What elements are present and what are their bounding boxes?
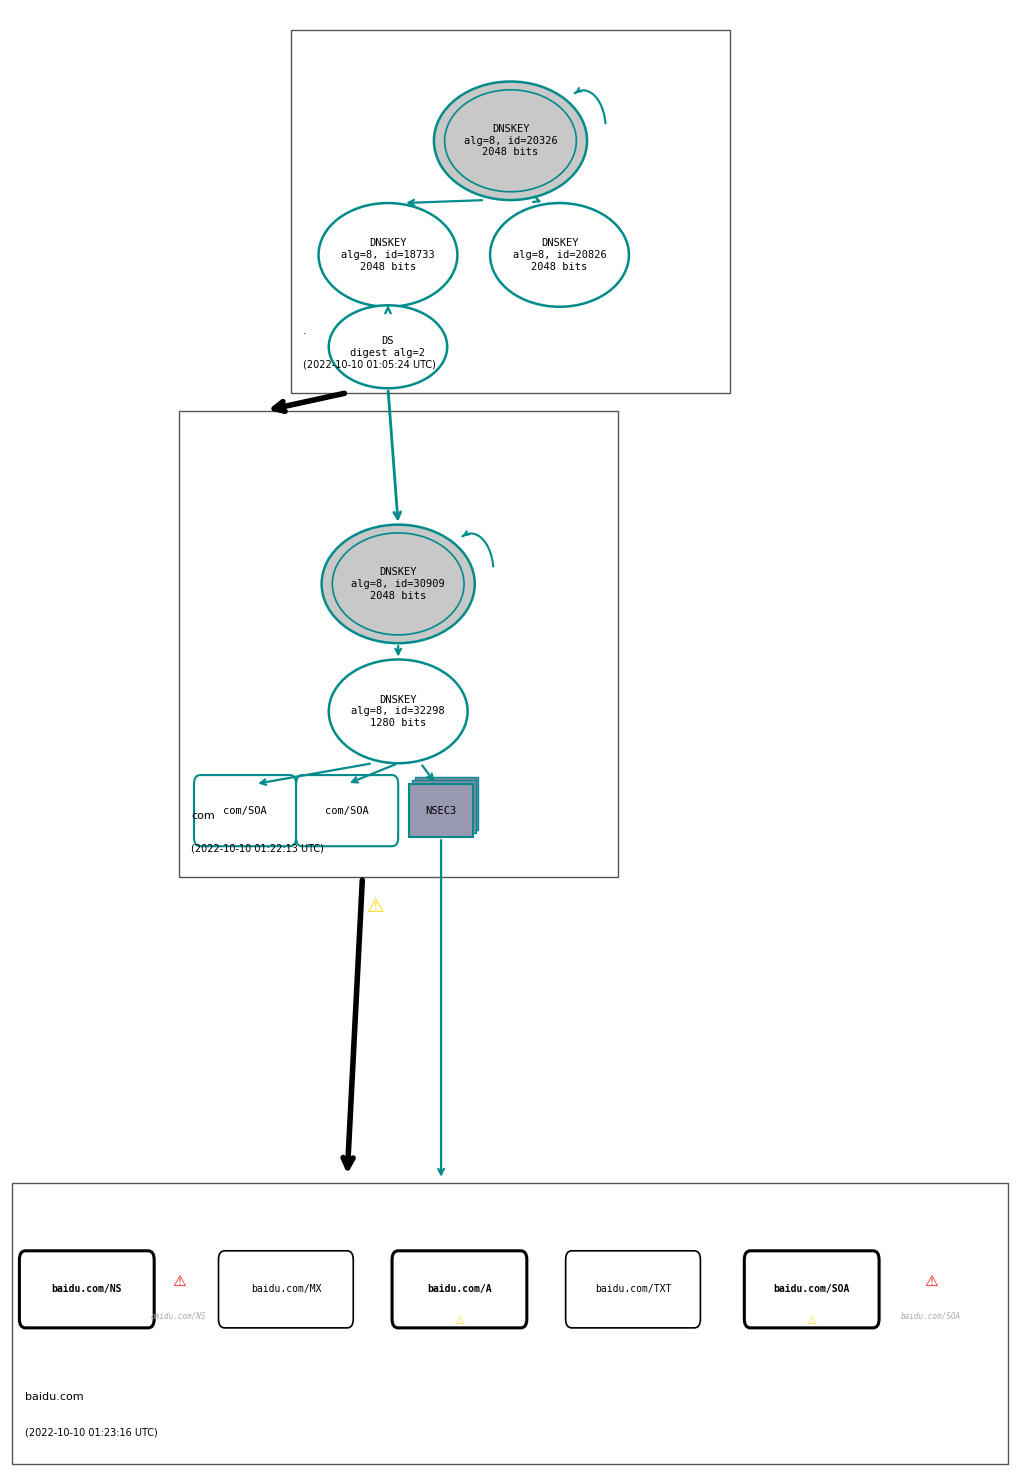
Text: baidu.com/MX: baidu.com/MX <box>250 1285 322 1294</box>
Text: ⚠: ⚠ <box>454 1316 465 1326</box>
Text: baidu.com/NS: baidu.com/NS <box>51 1285 123 1294</box>
FancyBboxPatch shape <box>296 775 398 846</box>
FancyBboxPatch shape <box>218 1251 353 1328</box>
Ellipse shape <box>329 305 447 388</box>
FancyBboxPatch shape <box>179 411 618 877</box>
Text: ⚠: ⚠ <box>924 1275 938 1289</box>
Text: com/SOA: com/SOA <box>326 806 369 815</box>
Text: (2022-10-10 01:23:16 UTC): (2022-10-10 01:23:16 UTC) <box>25 1427 157 1438</box>
Ellipse shape <box>319 203 457 307</box>
FancyBboxPatch shape <box>12 1183 1008 1464</box>
FancyBboxPatch shape <box>566 1251 700 1328</box>
FancyBboxPatch shape <box>291 30 730 393</box>
Text: baidu.com/A: baidu.com/A <box>427 1285 492 1294</box>
Text: baidu.com/TXT: baidu.com/TXT <box>595 1285 671 1294</box>
Text: baidu.com: baidu.com <box>25 1392 83 1402</box>
Ellipse shape <box>329 659 468 763</box>
FancyBboxPatch shape <box>415 777 478 830</box>
Text: ⚠: ⚠ <box>807 1316 817 1326</box>
FancyBboxPatch shape <box>744 1251 879 1328</box>
FancyBboxPatch shape <box>194 775 296 846</box>
FancyBboxPatch shape <box>19 1251 154 1328</box>
Ellipse shape <box>322 525 475 643</box>
Ellipse shape <box>490 203 629 307</box>
Ellipse shape <box>434 82 587 200</box>
Text: DNSKEY
alg=8, id=18733
2048 bits: DNSKEY alg=8, id=18733 2048 bits <box>341 239 435 271</box>
Text: ⚠: ⚠ <box>172 1275 186 1289</box>
Text: DNSKEY
alg=8, id=20826
2048 bits: DNSKEY alg=8, id=20826 2048 bits <box>513 239 606 271</box>
Text: (2022-10-10 01:22:13 UTC): (2022-10-10 01:22:13 UTC) <box>191 843 324 854</box>
Text: (2022-10-10 01:05:24 UTC): (2022-10-10 01:05:24 UTC) <box>303 359 436 369</box>
FancyBboxPatch shape <box>392 1251 527 1328</box>
Text: DNSKEY
alg=8, id=20326
2048 bits: DNSKEY alg=8, id=20326 2048 bits <box>464 124 557 157</box>
Text: NSEC3: NSEC3 <box>426 806 456 815</box>
Text: DS
digest alg=2: DS digest alg=2 <box>350 336 426 357</box>
Text: com/SOA: com/SOA <box>224 806 266 815</box>
Text: com: com <box>191 811 214 821</box>
Text: baidu.com/NS: baidu.com/NS <box>151 1312 206 1320</box>
Text: .: . <box>303 326 307 336</box>
FancyBboxPatch shape <box>412 780 476 833</box>
Text: baidu.com/SOA: baidu.com/SOA <box>774 1285 849 1294</box>
Text: baidu.com/SOA: baidu.com/SOA <box>902 1312 961 1320</box>
Text: DNSKEY
alg=8, id=30909
2048 bits: DNSKEY alg=8, id=30909 2048 bits <box>351 568 445 600</box>
FancyBboxPatch shape <box>409 784 473 837</box>
Text: DNSKEY
alg=8, id=32298
1280 bits: DNSKEY alg=8, id=32298 1280 bits <box>351 695 445 728</box>
Text: ⚠: ⚠ <box>367 898 385 916</box>
